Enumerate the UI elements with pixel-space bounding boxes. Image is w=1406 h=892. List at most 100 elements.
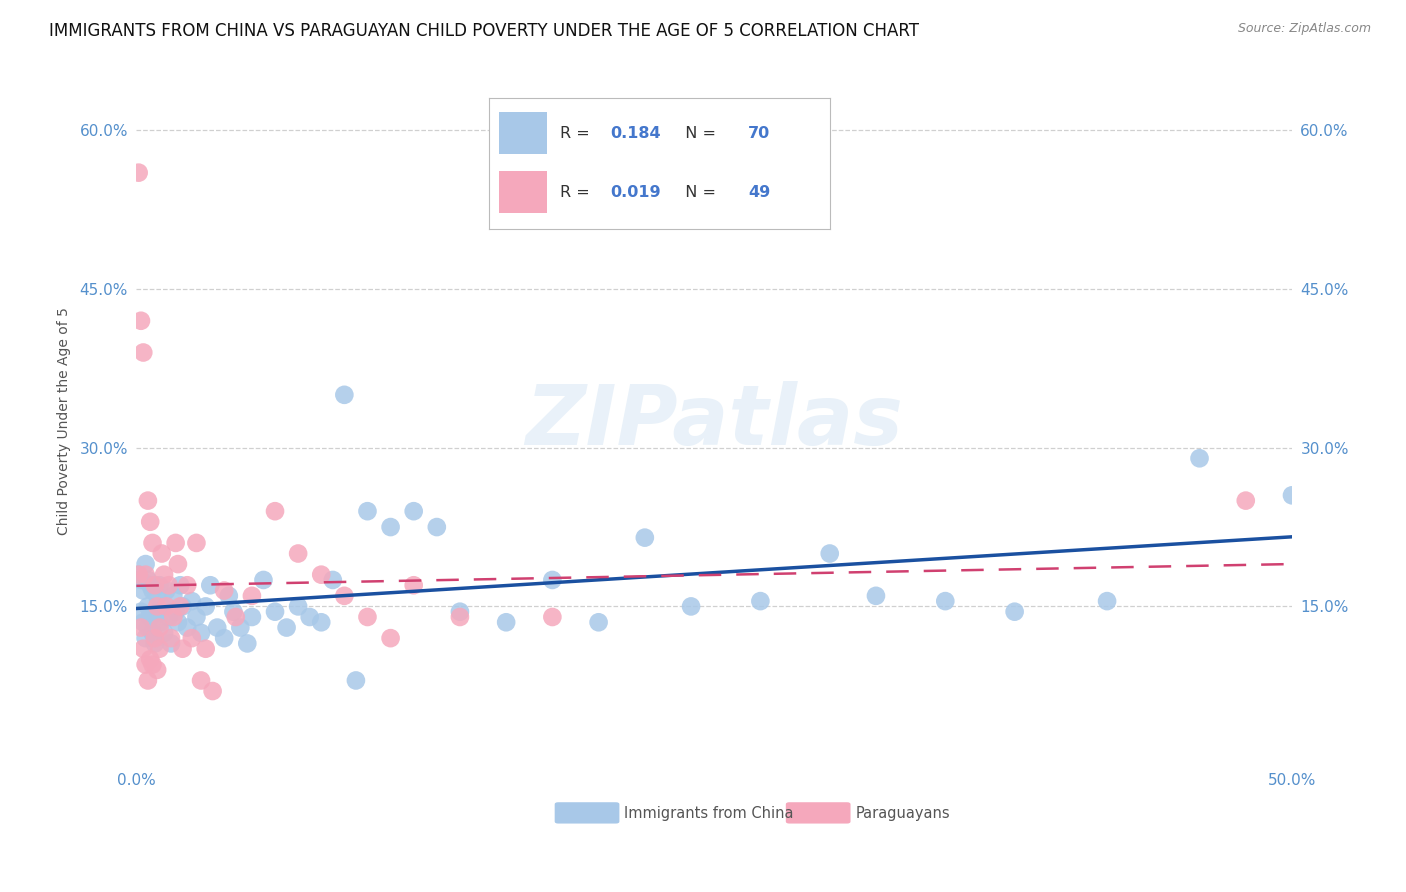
Point <box>172 599 194 614</box>
Point <box>402 578 425 592</box>
Point <box>309 615 332 630</box>
Point <box>157 578 180 592</box>
Point <box>1234 493 1257 508</box>
Point <box>180 631 202 645</box>
Point <box>240 589 263 603</box>
Point <box>160 636 183 650</box>
Point <box>169 599 191 614</box>
Point <box>139 652 162 666</box>
Point <box>495 615 517 630</box>
Text: Immigrants from China: Immigrants from China <box>624 805 793 821</box>
Point <box>132 345 155 359</box>
Point <box>148 621 170 635</box>
Point <box>129 314 152 328</box>
Point <box>309 567 332 582</box>
Point <box>132 641 155 656</box>
Point <box>426 520 449 534</box>
Point <box>344 673 367 688</box>
Text: ZIPatlas: ZIPatlas <box>526 381 903 462</box>
Point <box>143 636 166 650</box>
Point <box>160 631 183 645</box>
Point <box>356 504 378 518</box>
Point <box>136 673 159 688</box>
Point <box>588 615 610 630</box>
Point <box>148 641 170 656</box>
Point <box>1188 451 1211 466</box>
Point <box>139 578 162 592</box>
Point <box>150 547 173 561</box>
Point <box>212 631 235 645</box>
Point <box>225 610 247 624</box>
FancyBboxPatch shape <box>555 802 620 823</box>
Point <box>150 599 173 614</box>
Point <box>155 583 177 598</box>
Point <box>190 625 212 640</box>
Point <box>155 599 177 614</box>
Point <box>749 594 772 608</box>
Point <box>135 557 157 571</box>
Point <box>333 388 356 402</box>
Point <box>287 599 309 614</box>
Point <box>162 589 184 603</box>
Point <box>157 610 180 624</box>
Point <box>148 615 170 630</box>
Text: IMMIGRANTS FROM CHINA VS PARAGUAYAN CHILD POVERTY UNDER THE AGE OF 5 CORRELATION: IMMIGRANTS FROM CHINA VS PARAGUAYAN CHIL… <box>49 22 920 40</box>
Point <box>141 583 163 598</box>
Point <box>141 657 163 672</box>
Point <box>176 578 198 592</box>
Point <box>298 610 321 624</box>
Point <box>146 599 169 614</box>
Point <box>218 589 240 603</box>
Point <box>141 625 163 640</box>
Point <box>186 610 208 624</box>
Point <box>153 625 176 640</box>
Point <box>135 631 157 645</box>
Point <box>333 589 356 603</box>
Point <box>681 599 703 614</box>
Point <box>165 605 187 619</box>
Point <box>169 578 191 592</box>
Point <box>146 663 169 677</box>
Point <box>1281 488 1303 502</box>
Point <box>402 504 425 518</box>
Point <box>128 166 150 180</box>
Point <box>190 673 212 688</box>
Point <box>143 578 166 592</box>
Point <box>322 573 344 587</box>
Point <box>139 515 162 529</box>
Point <box>153 567 176 582</box>
Point <box>136 599 159 614</box>
Point <box>240 610 263 624</box>
Point <box>128 567 150 582</box>
Point <box>186 536 208 550</box>
Point <box>136 573 159 587</box>
FancyBboxPatch shape <box>786 802 851 823</box>
Point <box>176 621 198 635</box>
Point <box>1095 594 1118 608</box>
Point <box>222 605 245 619</box>
Point <box>146 605 169 619</box>
Point <box>934 594 956 608</box>
Point <box>541 610 564 624</box>
Point <box>180 594 202 608</box>
Point <box>128 567 150 582</box>
Point <box>129 573 152 587</box>
Point <box>162 610 184 624</box>
Point <box>146 589 169 603</box>
Point <box>136 493 159 508</box>
Point <box>207 621 229 635</box>
Y-axis label: Child Poverty Under the Age of 5: Child Poverty Under the Age of 5 <box>58 308 72 535</box>
Point <box>135 567 157 582</box>
Point <box>194 641 217 656</box>
Point <box>865 589 887 603</box>
Point <box>167 615 190 630</box>
Point <box>165 536 187 550</box>
Point <box>172 641 194 656</box>
Point <box>449 605 471 619</box>
Point <box>143 631 166 645</box>
Point <box>212 583 235 598</box>
Point <box>148 578 170 592</box>
Point <box>229 621 252 635</box>
Point <box>1004 605 1026 619</box>
Point <box>201 684 224 698</box>
